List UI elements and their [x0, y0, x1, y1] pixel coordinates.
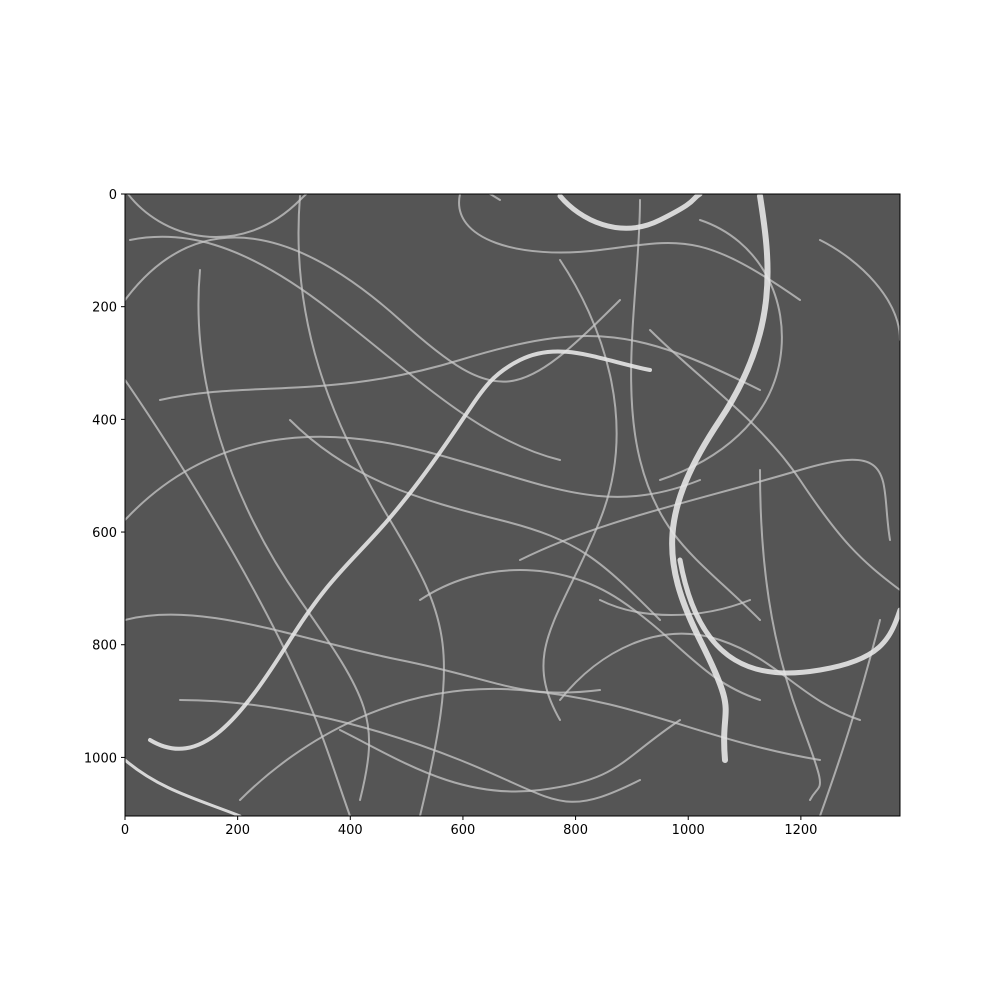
- x-tick-label: 1200: [784, 823, 817, 838]
- x-tick-label: 800: [563, 823, 588, 838]
- y-tick-label: 200: [92, 301, 117, 316]
- x-tick-label: 1000: [672, 823, 705, 838]
- x-tick-label: 600: [451, 823, 476, 838]
- y-tick-label: 600: [92, 526, 117, 541]
- axes-frame: [124, 193, 901, 817]
- x-tick-label: 400: [338, 823, 363, 838]
- x-tick-label: 0: [121, 823, 129, 838]
- y-tick-label: 0: [109, 188, 117, 203]
- y-tick-label: 1000: [84, 751, 117, 766]
- y-tick-label: 400: [92, 413, 117, 428]
- x-tick-label: 200: [225, 823, 250, 838]
- y-tick-label: 800: [92, 639, 117, 654]
- image: [125, 194, 900, 816]
